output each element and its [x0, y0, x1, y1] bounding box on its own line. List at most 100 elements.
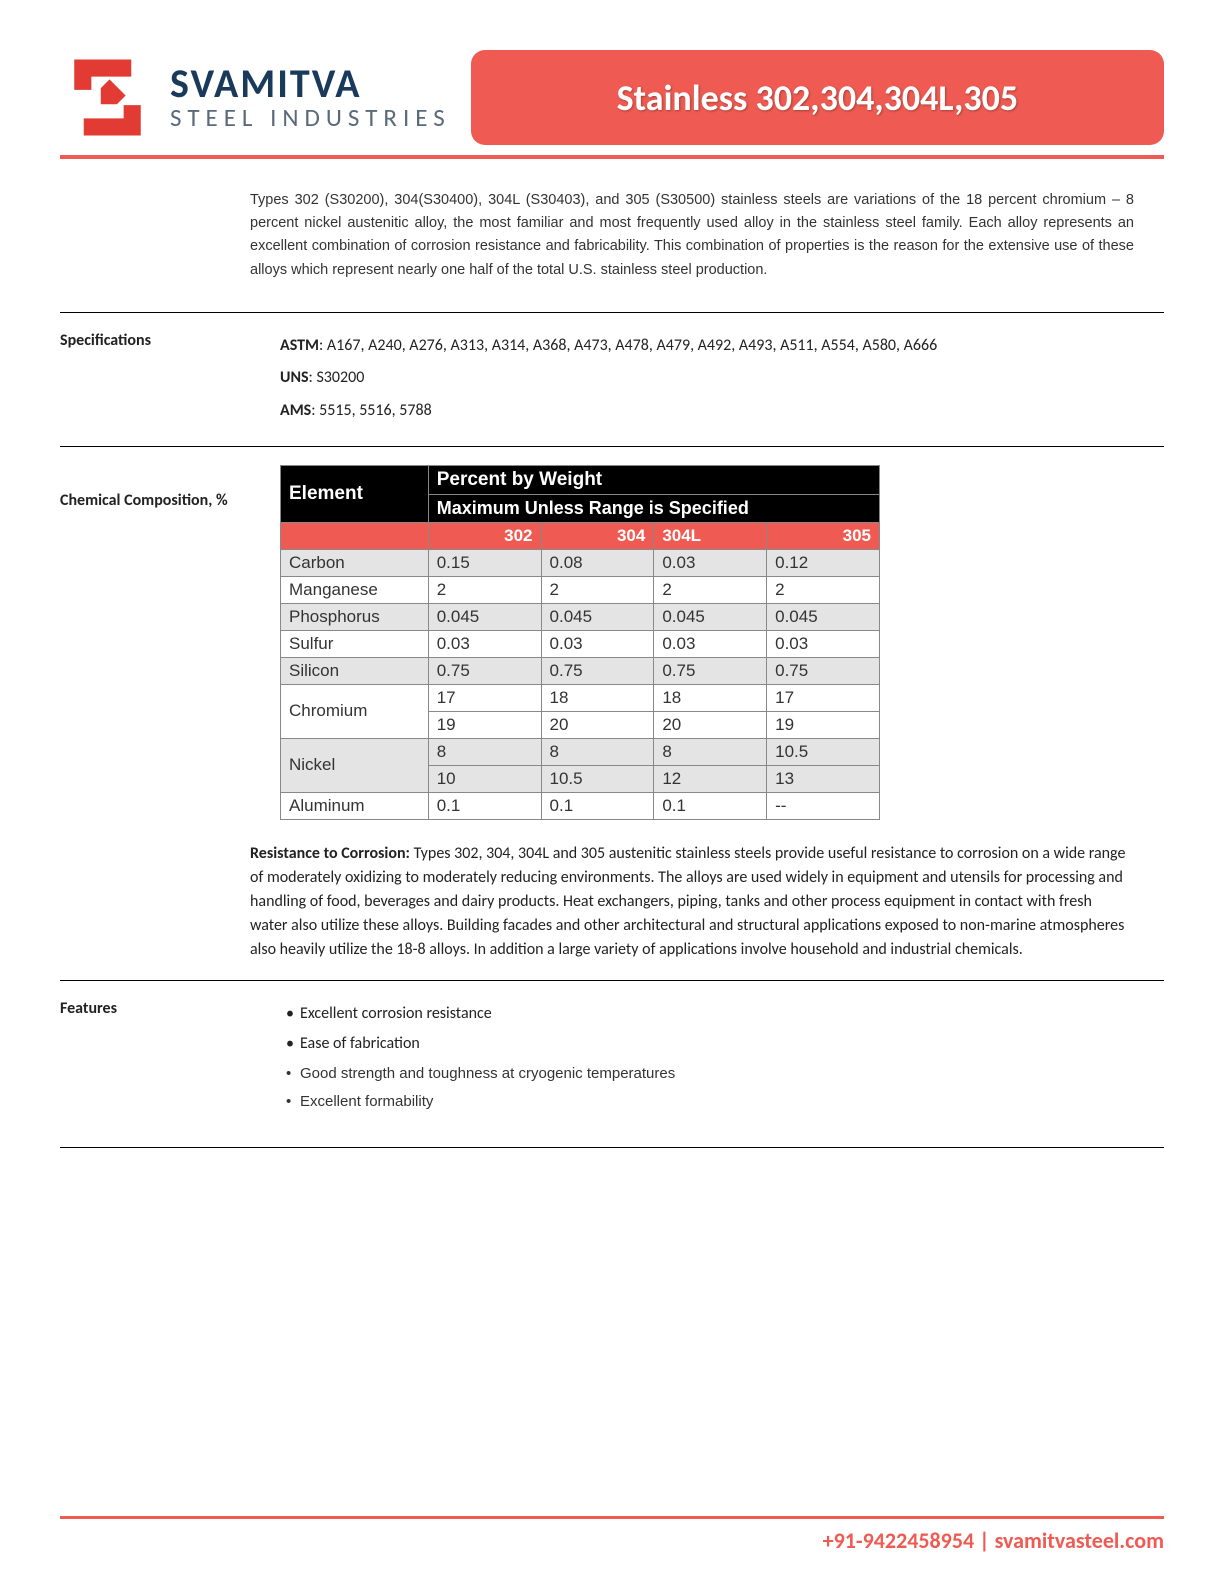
cell-value: 10.5 — [767, 738, 880, 765]
page-title: Stainless 302,304,304L,305 — [617, 76, 1018, 120]
company-subtitle: STEEL INDUSTRIES — [170, 104, 451, 132]
table-row: Nickel88810.5 — [281, 738, 880, 765]
features-section: Features Excellent corrosion resistanceE… — [60, 999, 1164, 1117]
cell-value: 0.15 — [428, 549, 541, 576]
cell-value: 0.12 — [767, 549, 880, 576]
feature-item: Excellent formability — [286, 1088, 1164, 1117]
cell-value: 0.03 — [654, 630, 767, 657]
cell-value: 0.75 — [767, 657, 880, 684]
footer-rule — [60, 1516, 1164, 1519]
cell-value: 0.75 — [654, 657, 767, 684]
cell-value: 2 — [767, 576, 880, 603]
cell-value: 0.75 — [428, 657, 541, 684]
cell-value: 10.5 — [541, 765, 654, 792]
cell-value: 20 — [654, 711, 767, 738]
cell-value: 2 — [428, 576, 541, 603]
footer-contact: +91-9422458954 | svamitvasteel.com — [60, 1527, 1164, 1554]
company-logo: SVAMITVA STEEL INDUSTRIES — [60, 50, 451, 145]
page-footer: +91-9422458954 | svamitvasteel.com — [60, 1516, 1164, 1554]
intro-paragraph: Types 302 (S30200), 304(S30400), 304L (S… — [250, 189, 1134, 282]
cell-value: 19 — [767, 711, 880, 738]
divider — [60, 980, 1164, 981]
th-top: Percent by Weight — [428, 465, 879, 494]
spec-key: ASTM — [280, 336, 319, 355]
table-row: Aluminum0.10.10.1-- — [281, 792, 880, 819]
cell-element: Aluminum — [281, 792, 429, 819]
cell-value: 2 — [541, 576, 654, 603]
page-title-banner: Stainless 302,304,304L,305 — [471, 50, 1164, 145]
composition-table: ElementPercent by WeightMaximum Unless R… — [280, 465, 880, 820]
header-rule — [60, 155, 1164, 159]
cell-value: 18 — [654, 684, 767, 711]
cell-value: 0.1 — [428, 792, 541, 819]
specifications-label: Specifications — [60, 331, 250, 428]
feature-item: Good strength and toughness at cryogenic… — [286, 1060, 1164, 1089]
cell-value: 0.03 — [541, 630, 654, 657]
cell-value: 0.03 — [767, 630, 880, 657]
cell-element: Manganese — [281, 576, 429, 603]
cell-element: Chromium — [281, 684, 429, 738]
footer-phone: +91-9422458954 — [823, 1527, 975, 1554]
composition-section: Chemical Composition, % ElementPercent b… — [60, 465, 1164, 820]
cell-value: 8 — [654, 738, 767, 765]
header-row: SVAMITVA STEEL INDUSTRIES Stainless 302,… — [60, 50, 1164, 145]
th-grade: 302 — [428, 522, 541, 549]
spec-line: UNS: S30200 — [280, 363, 1164, 393]
cell-element: Silicon — [281, 657, 429, 684]
feature-item: Ease of fabrication — [286, 1029, 1164, 1059]
th-element: Element — [281, 465, 429, 522]
cell-value: 0.045 — [767, 603, 880, 630]
cell-value: 10 — [428, 765, 541, 792]
features-label: Features — [60, 999, 250, 1117]
table-row: Chromium17181817 — [281, 684, 880, 711]
cell-value: 17 — [767, 684, 880, 711]
cell-value: 0.1 — [541, 792, 654, 819]
cell-value: 2 — [654, 576, 767, 603]
cell-value: 8 — [541, 738, 654, 765]
company-name: SVAMITVA — [170, 64, 451, 104]
table-row: Silicon0.750.750.750.75 — [281, 657, 880, 684]
cell-value: 12 — [654, 765, 767, 792]
specifications-section: Specifications ASTM: A167, A240, A276, A… — [60, 331, 1164, 428]
divider — [60, 312, 1164, 313]
divider — [60, 446, 1164, 447]
corrosion-paragraph: Resistance to Corrosion: Types 302, 304,… — [250, 842, 1130, 962]
cell-value: 17 — [428, 684, 541, 711]
logo-icon — [60, 50, 155, 145]
cell-element: Carbon — [281, 549, 429, 576]
cell-value: 13 — [767, 765, 880, 792]
cell-value: -- — [767, 792, 880, 819]
cell-value: 19 — [428, 711, 541, 738]
spec-line: AMS: 5515, 5516, 5788 — [280, 396, 1164, 426]
cell-value: 20 — [541, 711, 654, 738]
divider — [60, 1147, 1164, 1148]
th-blank — [281, 522, 429, 549]
cell-element: Sulfur — [281, 630, 429, 657]
cell-value: 0.045 — [654, 603, 767, 630]
features-body: Excellent corrosion resistanceEase of fa… — [280, 999, 1164, 1117]
cell-value: 0.045 — [541, 603, 654, 630]
cell-element: Nickel — [281, 738, 429, 792]
cell-value: 0.1 — [654, 792, 767, 819]
specifications-body: ASTM: A167, A240, A276, A313, A314, A368… — [280, 331, 1164, 428]
table-row: Phosphorus0.0450.0450.0450.045 — [281, 603, 880, 630]
cell-value: 0.75 — [541, 657, 654, 684]
footer-site: svamitvasteel.com — [995, 1527, 1164, 1554]
th-sub: Maximum Unless Range is Specified — [428, 494, 879, 522]
cell-value: 0.03 — [654, 549, 767, 576]
spec-key: UNS — [280, 368, 309, 387]
composition-label: Chemical Composition, % — [60, 465, 250, 820]
features-list: Excellent corrosion resistanceEase of fa… — [280, 999, 1164, 1117]
spec-key: AMS — [280, 401, 311, 420]
cell-element: Phosphorus — [281, 603, 429, 630]
th-grade: 304 — [541, 522, 654, 549]
table-row: Sulfur0.030.030.030.03 — [281, 630, 880, 657]
cell-value: 8 — [428, 738, 541, 765]
spec-line: ASTM: A167, A240, A276, A313, A314, A368… — [280, 331, 1164, 361]
th-grade: 305 — [767, 522, 880, 549]
spec-value: : S30200 — [309, 368, 365, 387]
logo-text: SVAMITVA STEEL INDUSTRIES — [170, 64, 451, 132]
corrosion-lead: Resistance to Corrosion: — [250, 844, 410, 863]
spec-value: : 5515, 5516, 5788 — [311, 401, 431, 420]
cell-value: 0.03 — [428, 630, 541, 657]
